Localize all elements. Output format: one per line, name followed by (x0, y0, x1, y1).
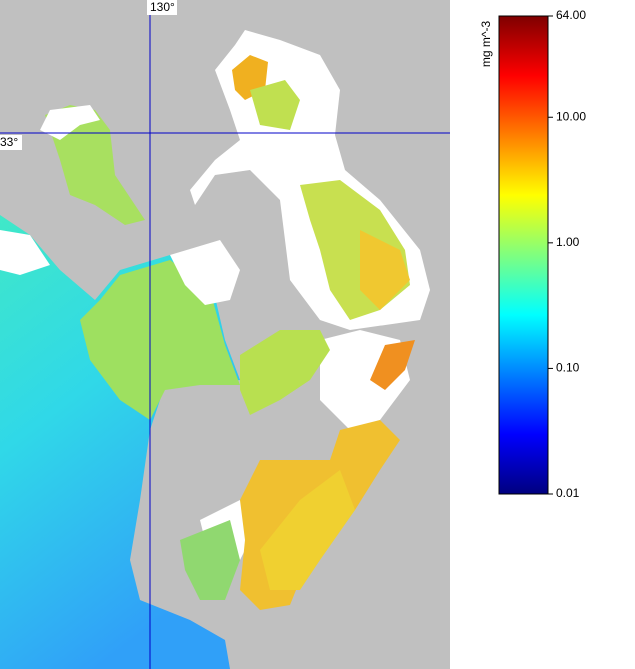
sea-yellow (360, 230, 410, 310)
label-box (0, 135, 22, 150)
map: 130° 33° (0, 0, 450, 669)
colorbar: mg m^-3 64.00 10.00 1.00 0.10 0.01 (479, 8, 586, 500)
label-box (147, 0, 177, 15)
sea-yellow-green (240, 330, 330, 415)
colorbar-label: mg m^-3 (479, 21, 493, 68)
colorbar-tick-label: 1.00 (556, 235, 580, 249)
sea-green (45, 105, 145, 225)
cloud (170, 240, 240, 305)
cloud (0, 230, 50, 275)
colorbar-tick-label: 64.00 (556, 8, 586, 22)
longitude-label: 130° (150, 0, 175, 14)
colorbar-bar (498, 15, 549, 495)
sea-yellow (260, 470, 355, 590)
sea-yellow-green (250, 80, 300, 130)
latitude-label: 33° (0, 135, 18, 149)
cloud (40, 105, 100, 140)
colorbar-tick-label: 0.01 (556, 486, 580, 500)
colorbar-tick-label: 0.10 (556, 361, 580, 375)
sea-orange (370, 340, 415, 390)
colorbar-tick-label: 10.00 (556, 109, 586, 123)
sea-green (180, 520, 240, 600)
